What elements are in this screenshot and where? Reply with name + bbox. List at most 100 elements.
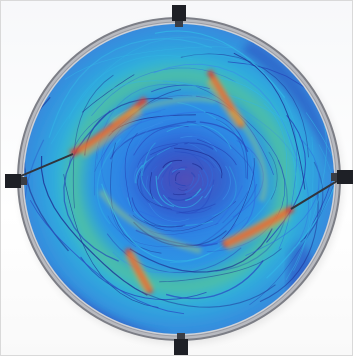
streamline xyxy=(205,111,249,180)
streamline xyxy=(177,102,240,137)
streamline xyxy=(266,114,307,243)
streamline xyxy=(192,163,203,171)
streamline xyxy=(185,188,202,201)
streamline xyxy=(153,63,302,172)
streamline xyxy=(140,147,171,169)
streamline xyxy=(174,182,186,187)
streamline xyxy=(162,194,203,208)
streamline xyxy=(109,120,196,160)
streamline xyxy=(195,95,274,176)
streamline xyxy=(68,54,193,120)
streamline xyxy=(168,167,174,187)
streamline xyxy=(263,102,288,201)
streamline xyxy=(155,175,175,207)
streamline xyxy=(162,80,302,183)
streamline xyxy=(154,30,286,98)
mixing-streak-3 xyxy=(109,96,217,124)
streamline xyxy=(64,46,234,80)
streamline xyxy=(196,138,237,166)
streamline xyxy=(186,120,254,174)
streamline xyxy=(139,154,158,204)
streamline xyxy=(137,142,190,168)
streamline xyxy=(137,167,172,210)
streamline xyxy=(29,199,185,315)
streamline xyxy=(199,170,204,187)
streamline xyxy=(72,74,114,209)
streamline xyxy=(48,38,213,138)
streamline xyxy=(40,155,148,296)
streamline xyxy=(81,74,135,113)
nozzle-left-icon xyxy=(5,174,27,188)
streamline xyxy=(161,178,165,191)
streamline xyxy=(192,136,224,159)
streamline xyxy=(110,122,164,163)
streamline xyxy=(50,36,265,145)
streamline xyxy=(185,166,256,246)
streamline xyxy=(148,202,190,222)
streamline xyxy=(141,142,156,177)
streamline xyxy=(189,176,195,187)
streamline xyxy=(195,183,258,247)
streamline xyxy=(63,110,119,262)
streamline xyxy=(185,189,200,194)
streamline xyxy=(179,183,191,188)
streamline xyxy=(247,149,253,192)
streamline xyxy=(220,77,298,197)
streamline xyxy=(174,151,215,169)
streamline xyxy=(176,206,224,229)
streamline xyxy=(133,161,143,184)
streamline xyxy=(177,188,188,191)
streamline xyxy=(96,137,122,225)
streamline xyxy=(101,111,205,172)
streamline xyxy=(293,136,314,272)
streamline xyxy=(294,173,310,247)
streamline xyxy=(80,256,207,301)
streamline xyxy=(151,84,210,93)
nozzle-top-icon xyxy=(172,5,186,27)
streamline xyxy=(131,197,186,228)
streamline xyxy=(318,144,334,231)
streamline xyxy=(190,171,196,178)
streamline xyxy=(222,165,231,200)
streamline xyxy=(124,132,138,212)
mixing-streak-1 xyxy=(98,189,202,254)
streamline xyxy=(184,173,200,193)
streamline xyxy=(268,151,278,200)
streamline xyxy=(218,216,249,239)
edge-zone-upper-right xyxy=(241,41,333,171)
streamline xyxy=(63,174,159,308)
streamline xyxy=(215,185,243,226)
streamline xyxy=(149,172,154,200)
streamline xyxy=(233,52,306,190)
streamline xyxy=(278,125,297,250)
streamline xyxy=(200,157,213,187)
streamline xyxy=(175,171,181,182)
streamline xyxy=(184,142,214,150)
streamline xyxy=(227,61,334,240)
streamline xyxy=(159,248,282,283)
streamline xyxy=(143,200,237,232)
streamline xyxy=(148,222,219,235)
streamline xyxy=(180,53,309,158)
streamline xyxy=(135,164,143,184)
mixing-streak-2 xyxy=(228,108,268,203)
streamline xyxy=(133,125,189,156)
jet-right-lower-halo xyxy=(223,207,291,251)
streamline xyxy=(215,118,247,179)
streamline xyxy=(146,175,165,207)
streamline xyxy=(140,160,163,207)
streamline xyxy=(222,157,255,239)
streamline xyxy=(300,161,324,243)
nozzle-bottom-icon xyxy=(174,333,188,355)
streamline xyxy=(187,142,224,179)
streamline xyxy=(166,124,232,150)
streamline xyxy=(199,121,249,153)
streamline xyxy=(245,137,320,256)
streamline xyxy=(129,228,273,273)
streamline xyxy=(178,179,215,214)
streamline xyxy=(249,185,334,306)
streamline xyxy=(162,159,183,169)
nozzle-right-icon xyxy=(331,170,353,184)
